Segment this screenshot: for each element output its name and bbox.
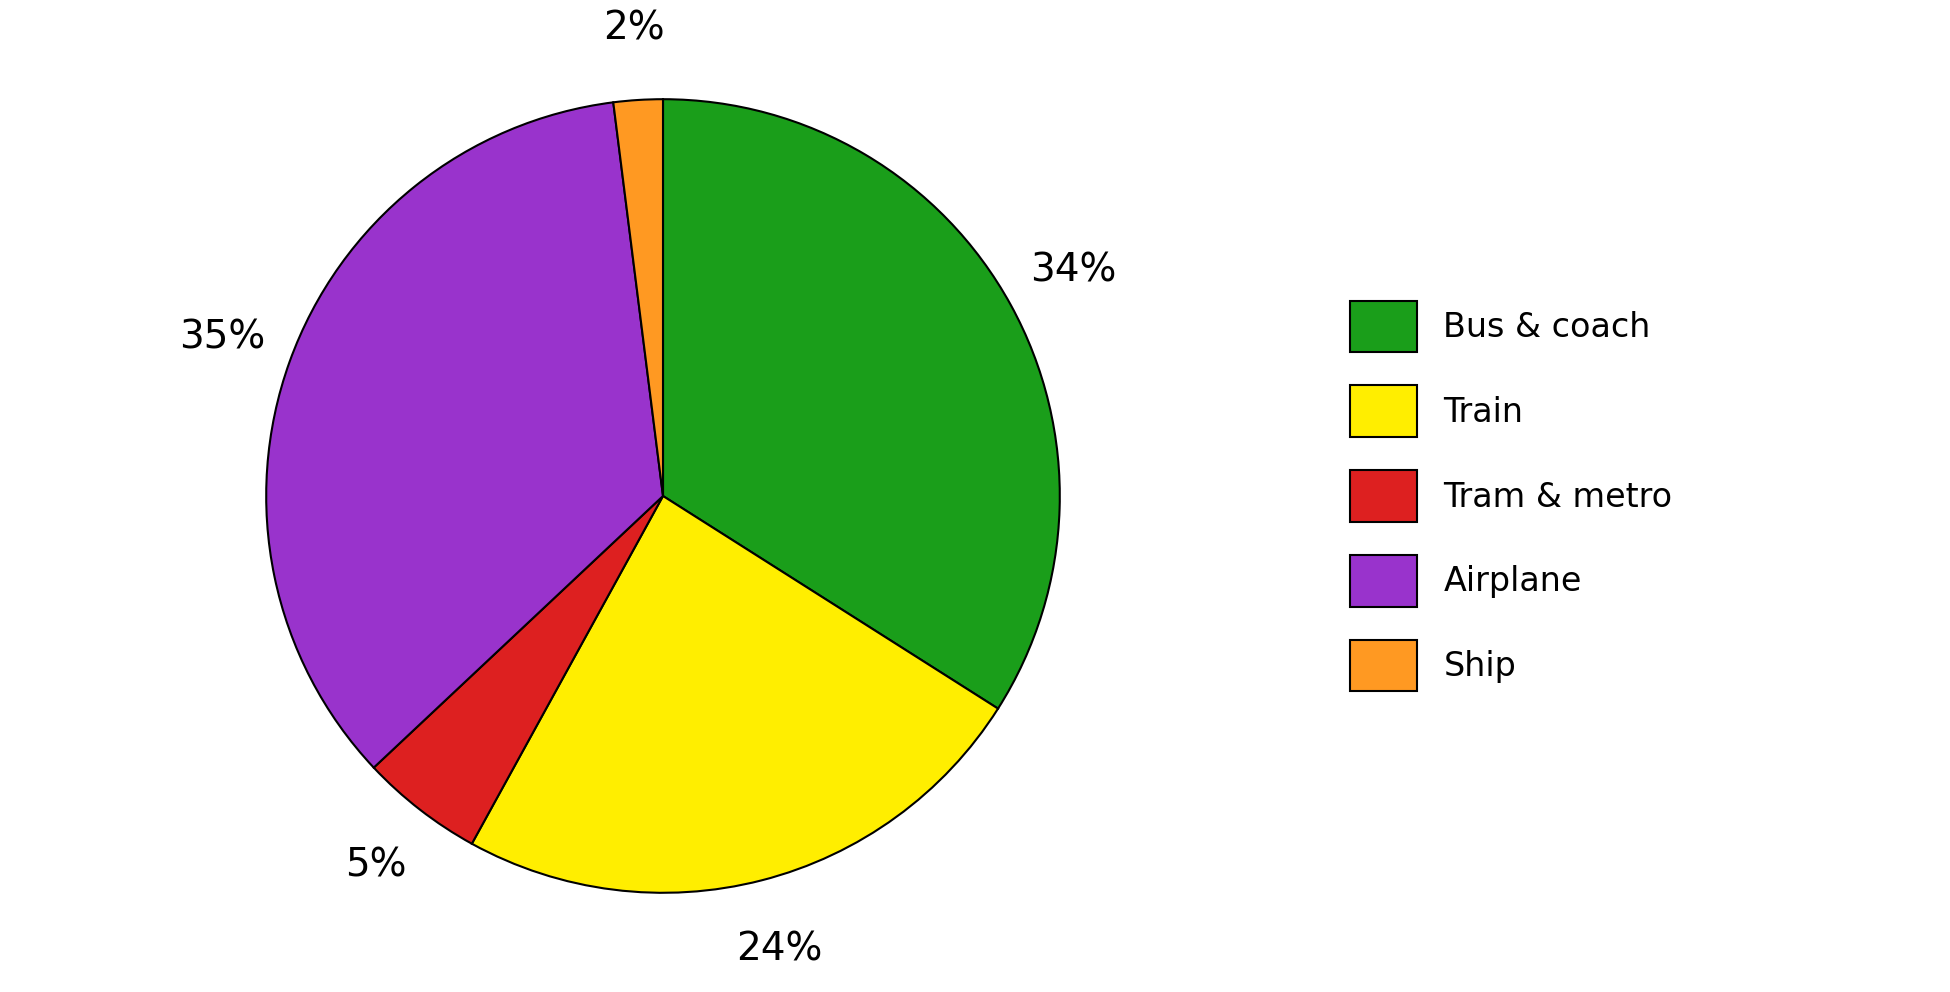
Wedge shape: [472, 496, 998, 893]
Wedge shape: [663, 99, 1059, 708]
Text: 5%: 5%: [345, 847, 408, 885]
Wedge shape: [612, 99, 663, 496]
Text: 2%: 2%: [603, 10, 665, 48]
Legend: Bus & coach, Train, Tram & metro, Airplane, Ship: Bus & coach, Train, Tram & metro, Airpla…: [1338, 288, 1687, 704]
Wedge shape: [374, 496, 663, 844]
Text: 24%: 24%: [737, 930, 823, 968]
Wedge shape: [267, 102, 663, 768]
Text: 34%: 34%: [1030, 251, 1117, 290]
Text: 35%: 35%: [179, 318, 265, 356]
